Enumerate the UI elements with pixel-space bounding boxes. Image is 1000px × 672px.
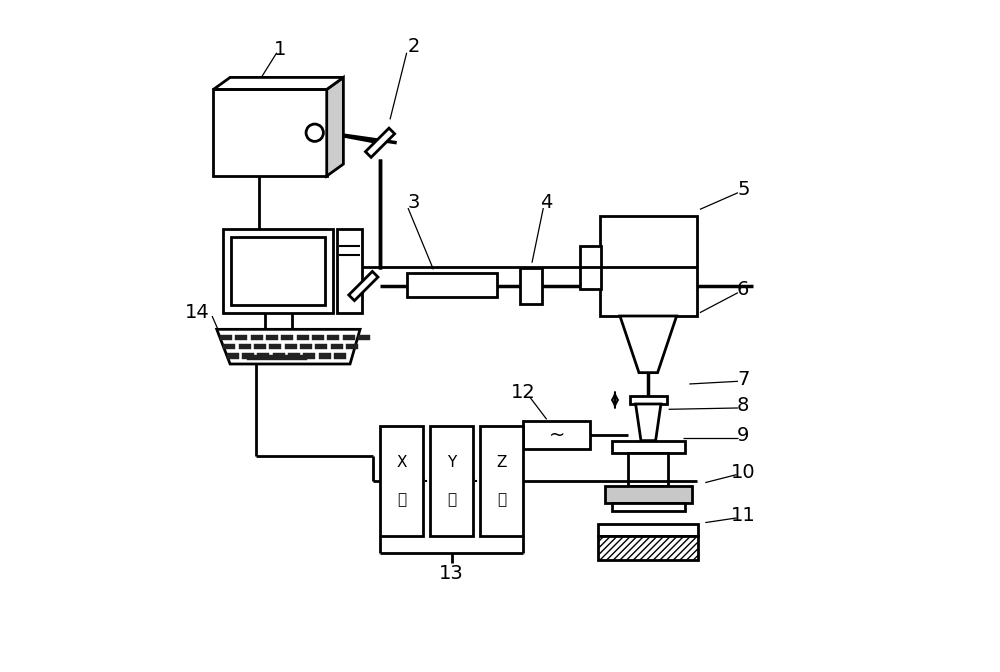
Bar: [334, 353, 346, 359]
Bar: [315, 344, 327, 349]
Bar: [239, 344, 251, 349]
Text: X: X: [396, 455, 407, 470]
Text: 3: 3: [407, 194, 420, 212]
Bar: [297, 335, 309, 340]
Bar: [319, 353, 331, 359]
Bar: [327, 335, 339, 340]
Text: 8: 8: [737, 396, 749, 415]
Bar: [600, 216, 697, 316]
Bar: [407, 274, 497, 297]
Text: 2: 2: [407, 36, 420, 56]
Text: 10: 10: [731, 463, 756, 482]
Bar: [213, 89, 327, 176]
Text: 11: 11: [731, 507, 756, 526]
Text: 12: 12: [511, 383, 536, 402]
Text: 5: 5: [737, 180, 750, 199]
Bar: [257, 353, 269, 359]
Bar: [300, 344, 312, 349]
Text: 13: 13: [439, 564, 464, 583]
Bar: [273, 353, 285, 359]
Polygon shape: [349, 271, 378, 300]
Bar: [288, 353, 300, 359]
Bar: [605, 486, 692, 503]
Bar: [380, 426, 423, 536]
Text: 轴: 轴: [497, 492, 506, 507]
Bar: [254, 344, 266, 349]
Bar: [612, 441, 685, 453]
Bar: [480, 426, 523, 536]
Text: Y: Y: [447, 455, 456, 470]
Text: 6: 6: [737, 280, 749, 299]
Bar: [523, 421, 590, 450]
Polygon shape: [636, 404, 661, 441]
Polygon shape: [620, 316, 677, 373]
Bar: [598, 536, 698, 560]
Text: Z: Z: [496, 455, 507, 470]
Text: 轴: 轴: [447, 492, 456, 507]
Bar: [242, 353, 254, 359]
Bar: [269, 344, 281, 349]
Bar: [220, 335, 232, 340]
Bar: [520, 268, 542, 304]
Bar: [285, 344, 297, 349]
Polygon shape: [213, 77, 343, 89]
Bar: [247, 355, 307, 360]
Bar: [235, 335, 247, 340]
Text: 9: 9: [737, 427, 749, 446]
Bar: [223, 344, 235, 349]
Bar: [331, 344, 343, 349]
Bar: [430, 426, 473, 536]
Bar: [343, 335, 355, 340]
Bar: [303, 353, 315, 359]
Bar: [231, 237, 325, 304]
Bar: [223, 229, 333, 312]
Polygon shape: [365, 128, 395, 157]
Bar: [628, 453, 668, 486]
Bar: [580, 246, 601, 290]
Bar: [358, 335, 370, 340]
Text: 4: 4: [540, 194, 553, 212]
Bar: [346, 344, 358, 349]
Text: 轴: 轴: [397, 492, 406, 507]
Text: 7: 7: [737, 370, 749, 389]
Polygon shape: [327, 77, 343, 176]
Bar: [630, 396, 667, 404]
Text: 1: 1: [274, 40, 286, 59]
Text: 14: 14: [184, 303, 209, 322]
Bar: [266, 335, 278, 340]
Bar: [227, 353, 239, 359]
Polygon shape: [217, 329, 360, 364]
Bar: [598, 524, 698, 536]
Bar: [312, 335, 324, 340]
Bar: [612, 503, 685, 511]
Bar: [337, 229, 362, 312]
Bar: [281, 335, 293, 340]
Text: ~: ~: [548, 426, 565, 445]
Bar: [251, 335, 263, 340]
